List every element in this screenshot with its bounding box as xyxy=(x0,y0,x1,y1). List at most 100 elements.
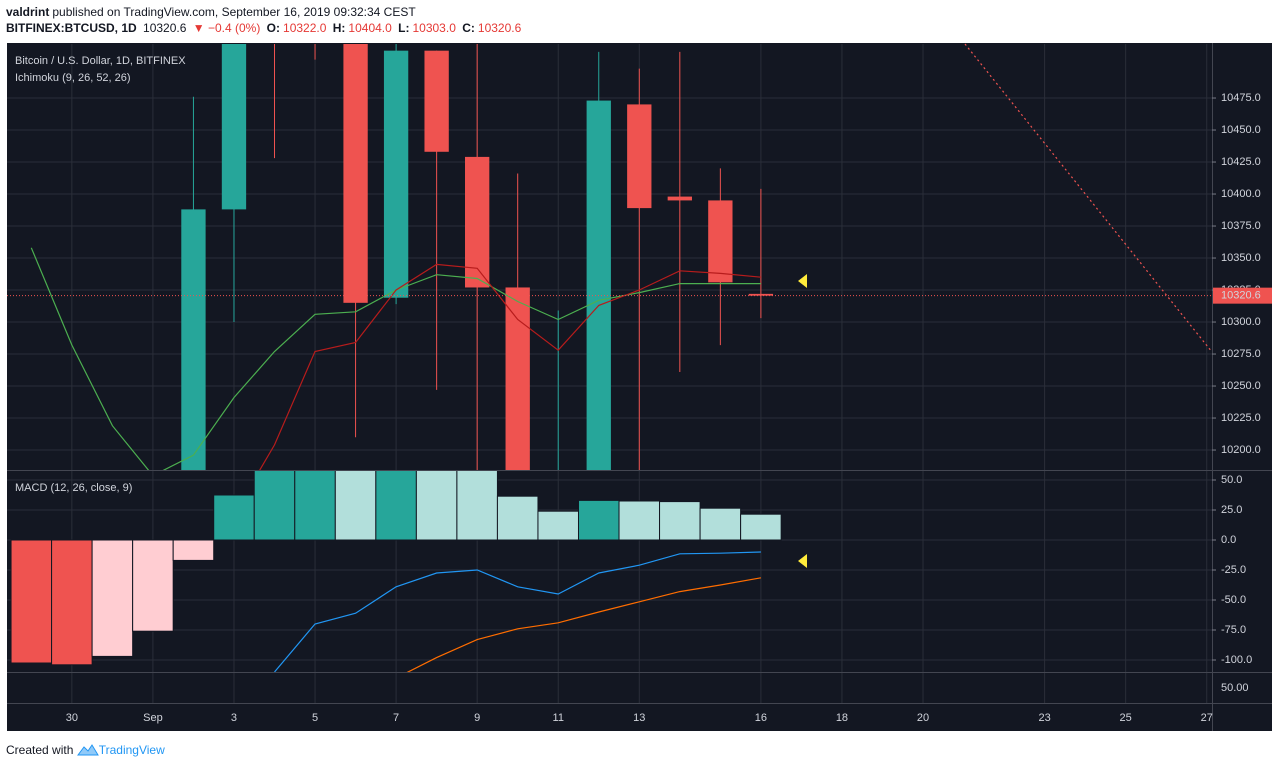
candle-body xyxy=(748,293,774,296)
histogram-bar xyxy=(618,500,661,541)
ohlc-value: 10322.0 xyxy=(283,21,327,35)
y-tick-label: 25.0 xyxy=(1221,504,1242,516)
y-tick-label: 10200.0 xyxy=(1221,444,1261,456)
price-tag-label: 10320.6 xyxy=(1221,290,1261,302)
ohlc-label: O: xyxy=(266,21,281,35)
price-pane xyxy=(30,0,774,470)
ichimoku-line xyxy=(259,263,761,470)
y-tick-label: 10475.0 xyxy=(1221,92,1261,104)
histogram-bar xyxy=(415,471,458,541)
ohlc-value: 10404.0 xyxy=(348,21,392,35)
x-tick-label: 5 xyxy=(312,712,318,724)
histogram-bar xyxy=(375,471,417,541)
histogram-bar xyxy=(213,494,255,541)
x-tick-label: 16 xyxy=(755,712,767,724)
x-tick-label: 13 xyxy=(633,712,645,724)
candle-body xyxy=(505,287,530,470)
histogram-bar xyxy=(334,471,377,541)
y-tick-label: -50.0 xyxy=(1221,594,1246,606)
header-line: BITFINEX:BTCUSD, 1D 10320.6 ▼ −0.4 (0%) … xyxy=(6,21,524,35)
ohlc-label: C: xyxy=(462,21,475,35)
x-tick-label: 7 xyxy=(393,712,399,724)
y-tick-label: 50.00 xyxy=(1221,682,1249,694)
x-tick-label: 9 xyxy=(474,712,480,724)
macd-line xyxy=(406,577,762,672)
indicator-label: MACD (12, 26, close, 9) xyxy=(15,482,132,494)
histogram-bar xyxy=(294,471,336,541)
y-tick-label: 10300.0 xyxy=(1221,316,1261,328)
histogram-bar xyxy=(456,471,498,541)
x-tick-label: 20 xyxy=(917,712,929,724)
axes: 30 Sep 3 5 7 9 11 13 16 18 20 23 25 27 10200.0 10225.0 1… xyxy=(66,92,1272,724)
candle-body xyxy=(303,0,327,15)
macd-pane xyxy=(10,471,782,672)
y-tick-label: -75.0 xyxy=(1221,624,1246,636)
ohlc-label: L: xyxy=(398,21,410,35)
histogram-bar xyxy=(253,471,296,541)
x-tick-label: 18 xyxy=(836,712,848,724)
x-tick-label: 11 xyxy=(553,712,564,724)
x-tick-label: Sep xyxy=(143,712,163,724)
ohlc-value: 10303.0 xyxy=(412,21,456,35)
histogram-bar xyxy=(577,499,620,541)
chart-title: Bitcoin / U.S. Dollar, 1D, BITFINEX xyxy=(15,55,186,67)
candle-body xyxy=(667,196,692,201)
y-tick-label: 0.0 xyxy=(1221,534,1236,546)
histogram-bar xyxy=(91,539,134,657)
y-tick-label: 10400.0 xyxy=(1221,188,1261,200)
chart: Bitcoin / U.S. Dollar, 1D, BITFINEX Ichi… xyxy=(7,0,1272,731)
marker xyxy=(798,554,807,568)
y-tick-label: 10450.0 xyxy=(1221,124,1261,136)
y-tick-label: 10375.0 xyxy=(1221,220,1261,232)
logo xyxy=(76,744,99,756)
price-tag xyxy=(1213,287,1272,304)
candle-body xyxy=(181,209,206,470)
y-tick-label: 10250.0 xyxy=(1221,380,1261,392)
histogram-bar xyxy=(537,510,579,541)
macd-line xyxy=(274,551,761,672)
ohlc-label: H: xyxy=(332,21,346,35)
candle-body xyxy=(343,44,368,303)
x-tick-label: 27 xyxy=(1201,712,1213,724)
trend-line xyxy=(964,43,1213,353)
ohlc-value: 10320.6 xyxy=(477,21,522,35)
candle-body xyxy=(627,104,652,209)
histogram-bar xyxy=(172,539,215,561)
y-tick-label: -100.0 xyxy=(1221,654,1252,666)
footer: Created with TradingView xyxy=(6,742,165,757)
candle-body xyxy=(708,200,733,283)
histogram-bar xyxy=(51,539,93,666)
change: ▼ −0.4 (0%) xyxy=(192,21,261,35)
y-tick-label: 10275.0 xyxy=(1221,348,1261,360)
symbol: BITFINEX:BTCUSD, 1D xyxy=(6,21,137,35)
published: published on TradingView.com, September … xyxy=(52,5,416,19)
candle-body xyxy=(586,100,611,470)
y-tick-label: -25.0 xyxy=(1221,564,1246,576)
header-line: valdrint published on TradingView.com, Se… xyxy=(6,5,419,19)
histogram-bar xyxy=(496,495,539,541)
y-tick-label: 10425.0 xyxy=(1221,156,1261,168)
candle-body xyxy=(262,0,286,15)
candle-body xyxy=(383,50,409,298)
footer-brand: TradingView xyxy=(98,743,165,757)
x-tick-label: 23 xyxy=(1038,712,1050,724)
x-tick-label: 25 xyxy=(1120,712,1132,724)
y-tick-label: 10225.0 xyxy=(1221,412,1261,424)
histogram-bar xyxy=(10,539,53,664)
footer-text: Created with xyxy=(6,743,74,757)
author: valdrint xyxy=(6,5,50,19)
candle-body xyxy=(424,50,449,152)
histogram-bar xyxy=(740,513,782,541)
marker xyxy=(798,274,807,288)
histogram-bar xyxy=(659,501,701,541)
candle-body xyxy=(465,156,490,288)
candle-body xyxy=(221,44,247,210)
x-tick-label: 3 xyxy=(231,712,237,724)
last-price: 10320.6 xyxy=(143,21,187,35)
y-tick-label: 10350.0 xyxy=(1221,252,1261,264)
histogram-bar xyxy=(699,507,742,541)
histogram-bar xyxy=(132,539,174,632)
indicator-label: Ichimoku (9, 26, 52, 26) xyxy=(15,72,131,84)
x-tick-label: 30 xyxy=(66,712,78,724)
